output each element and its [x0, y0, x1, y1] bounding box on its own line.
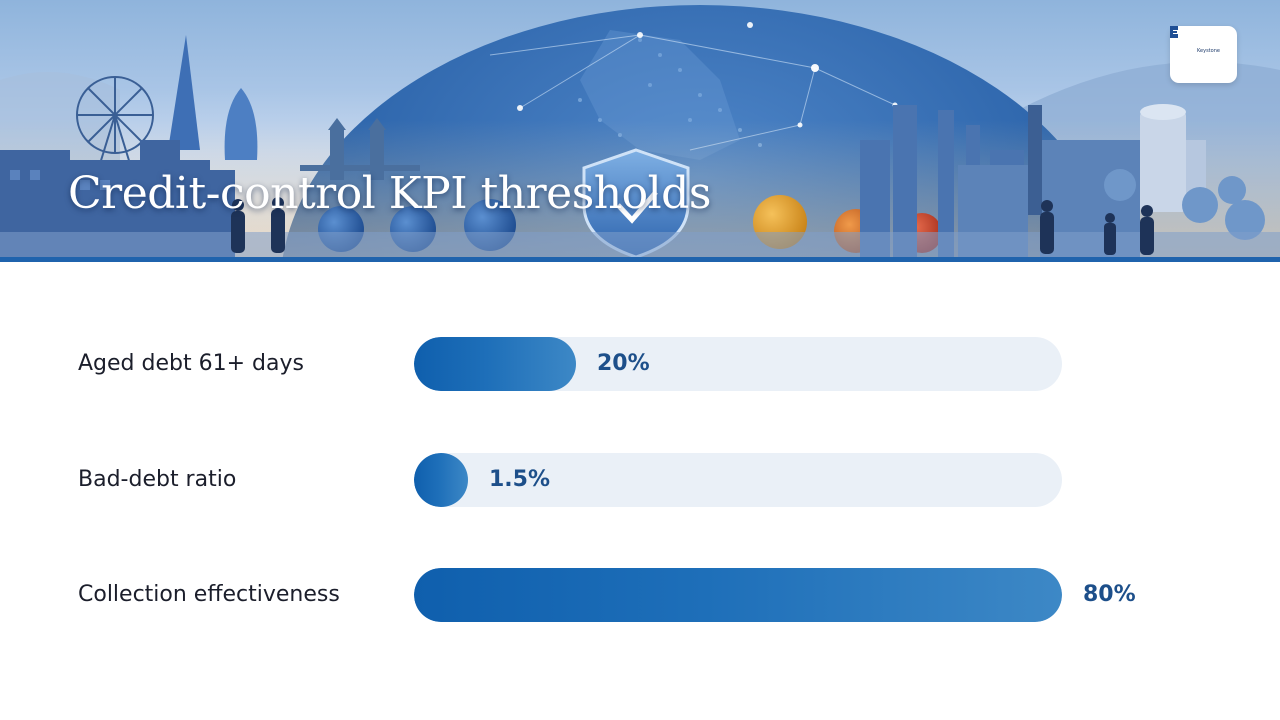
- kpi-bar: [414, 568, 1062, 622]
- company-logo: Keystone: [1170, 26, 1237, 83]
- kpi-track: [414, 337, 1062, 391]
- kpi-track: [414, 568, 1062, 622]
- kpi-label: Aged debt 61+ days: [78, 351, 304, 376]
- kpi-row: Collection effectiveness 80%: [0, 567, 1280, 623]
- kpi-value-label: 1.5%: [489, 467, 551, 492]
- kpi-row: Aged debt 61+ days 20%: [0, 336, 1280, 392]
- banner-divider: [0, 257, 1280, 262]
- kpi-track: [414, 453, 1062, 507]
- kpi-bar: [414, 337, 576, 391]
- kpi-bar: [414, 453, 468, 507]
- kpi-value-label: 80%: [1083, 582, 1136, 607]
- logo-icon: [1170, 26, 1178, 38]
- kpi-row: Bad-debt ratio 1.5%: [0, 452, 1280, 508]
- city-skyline-illustration: [0, 5, 1280, 257]
- kpi-label: Bad-debt ratio: [78, 467, 237, 492]
- kpi-value-label: 20%: [597, 351, 650, 376]
- slide-title: Credit-control KPI thresholds: [68, 168, 711, 219]
- kpi-label: Collection effectiveness: [78, 582, 340, 607]
- header-banner: Credit-control KPI thresholds Keystone: [0, 0, 1280, 257]
- kpi-bar-chart: Aged debt 61+ days 20% Bad-debt ratio 1.5% C…: [0, 262, 1280, 720]
- logo-text: Keystone: [1197, 48, 1220, 54]
